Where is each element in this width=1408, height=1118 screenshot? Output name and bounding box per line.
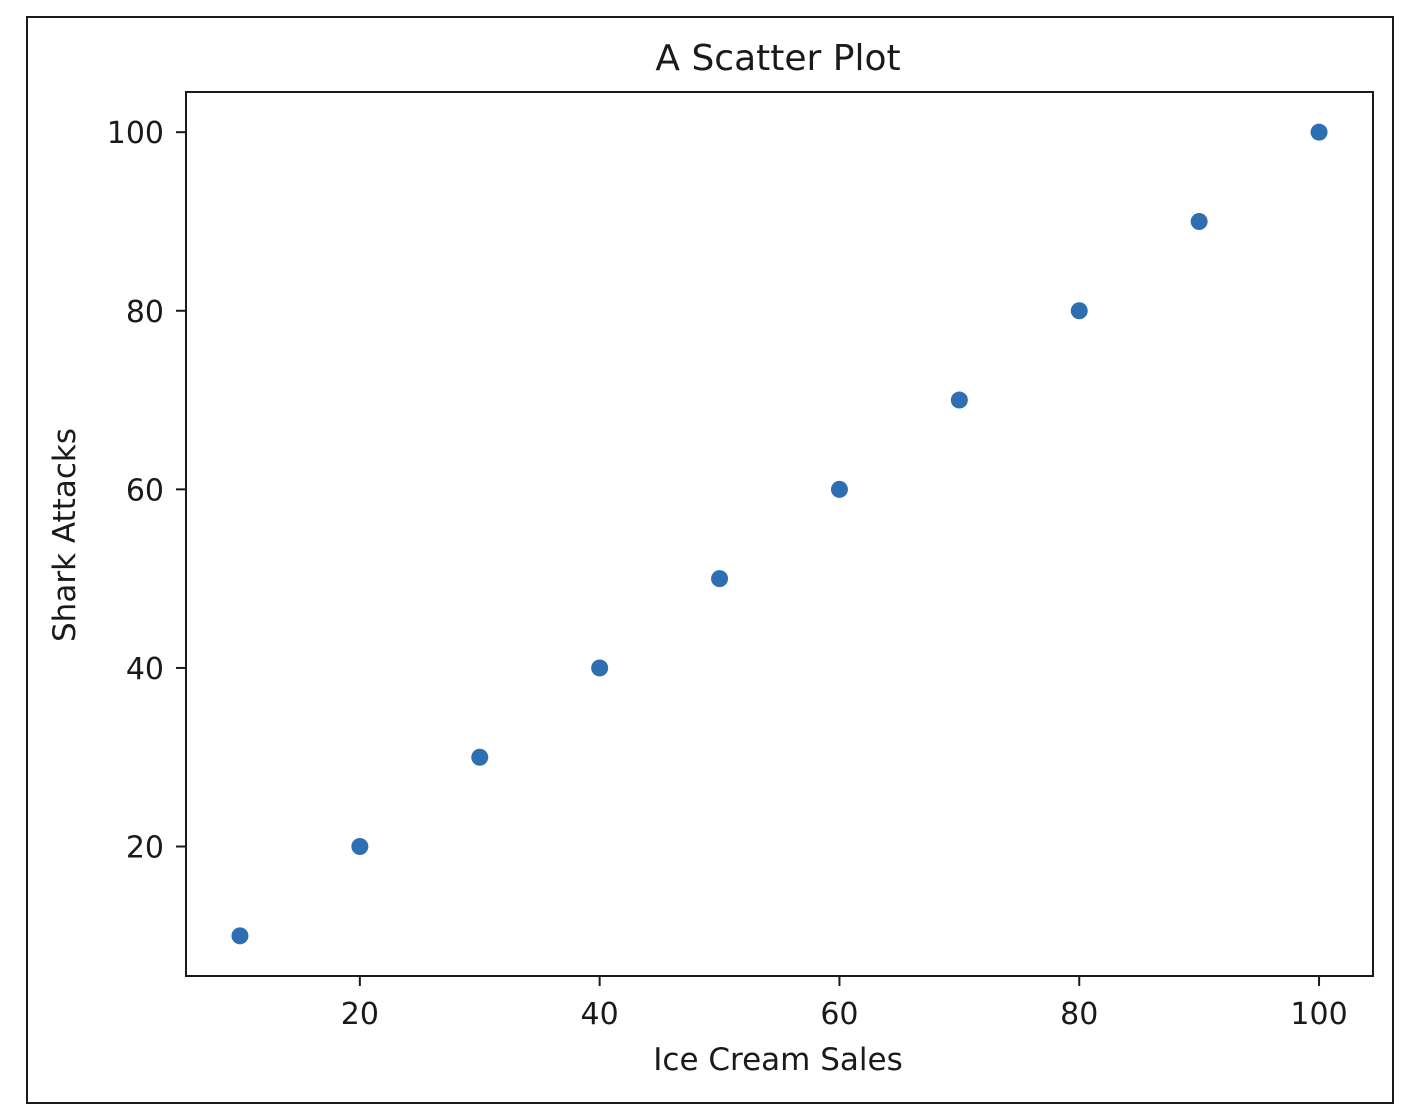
x-axis-title: Ice Cream Sales <box>653 1042 902 1078</box>
x-tick-label: 60 <box>820 997 858 1032</box>
chart-title: A Scatter Plot <box>655 38 900 79</box>
x-tick-label: 20 <box>341 997 379 1032</box>
data-point <box>231 927 249 945</box>
plot-area <box>185 91 1374 977</box>
data-point <box>950 391 968 409</box>
y-tick-label: 100 <box>107 116 164 151</box>
x-tick-label: 80 <box>1060 997 1098 1032</box>
data-point <box>591 659 609 677</box>
data-point <box>830 480 848 498</box>
y-axis-title: Shark Attacks <box>47 428 83 642</box>
data-point <box>1190 212 1208 230</box>
y-tick-label: 60 <box>126 473 164 508</box>
x-axis-ticks: 20 40 60 80 100 <box>341 976 1348 1032</box>
y-tick-label: 40 <box>126 652 164 687</box>
data-point <box>1310 123 1328 141</box>
y-axis-ticks: 20 40 60 80 100 <box>107 116 186 866</box>
y-tick-label: 20 <box>126 831 164 866</box>
x-tick-label: 40 <box>581 997 619 1032</box>
data-point <box>351 838 369 856</box>
data-point <box>711 570 729 588</box>
data-points <box>231 123 1328 945</box>
y-tick-label: 80 <box>126 295 164 330</box>
data-point <box>1070 302 1088 320</box>
x-tick-label: 100 <box>1290 997 1347 1032</box>
data-point <box>471 748 489 766</box>
